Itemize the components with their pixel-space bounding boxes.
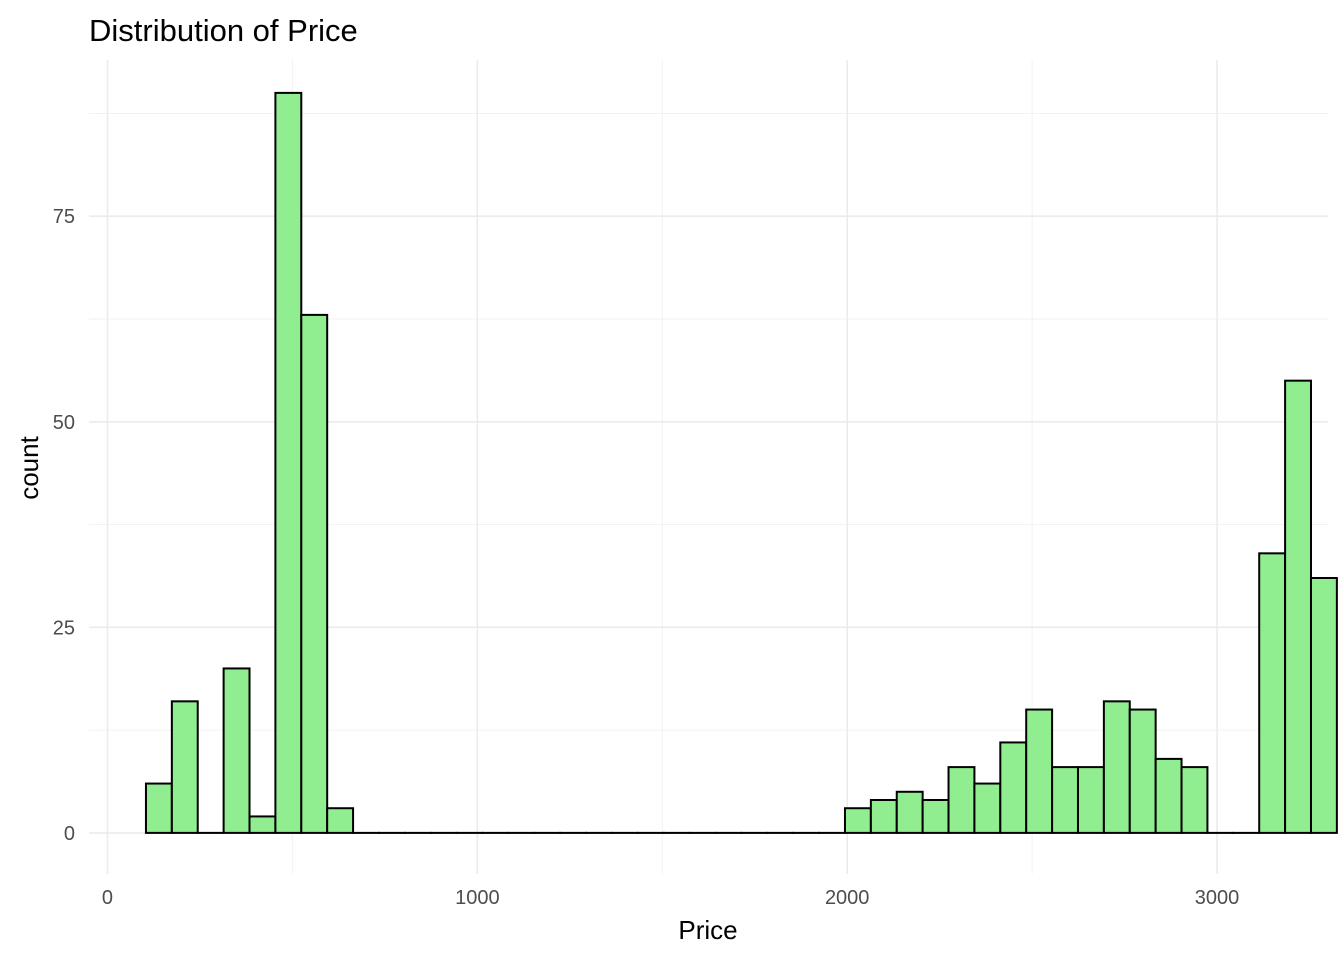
x-tick-label: 0	[102, 887, 113, 909]
histogram-bar	[843, 807, 872, 834]
histogram-bar	[248, 815, 277, 834]
histogram-bar	[895, 790, 924, 834]
histogram-bar	[222, 667, 251, 834]
histogram-bar	[1076, 766, 1105, 834]
x-tick-label: 1000	[455, 887, 500, 909]
histogram-bar	[170, 700, 199, 834]
histogram-bar	[1051, 766, 1079, 834]
histogram-bar	[300, 313, 329, 834]
histogram-bar	[1180, 766, 1209, 834]
x-tick-label: 3000	[1195, 887, 1240, 909]
histogram-bar	[1258, 552, 1287, 834]
histogram-bar	[144, 782, 173, 834]
histogram-bar	[1128, 708, 1157, 834]
tick-labels: 0 1000 2000 3000 0 25 50 75	[53, 206, 1240, 909]
histogram-bar	[973, 782, 1002, 834]
y-tick-label: 75	[53, 206, 75, 228]
y-tick-label: 25	[53, 617, 75, 639]
y-tick-label: 0	[64, 823, 75, 845]
histogram-bar	[1309, 577, 1338, 834]
x-tick-label: 2000	[825, 887, 870, 909]
histogram-bars	[144, 91, 1338, 834]
y-axis-title: count	[14, 435, 44, 499]
histogram-bar	[1154, 757, 1183, 834]
x-axis-title: Price	[678, 915, 737, 945]
histogram-bar	[1025, 708, 1054, 834]
y-tick-label: 50	[53, 412, 75, 434]
histogram-bar	[921, 799, 950, 834]
histogram-bar	[326, 807, 355, 834]
histogram-bar	[1102, 700, 1131, 834]
chart-title: Distribution of Price	[89, 13, 358, 48]
histogram-bar	[869, 799, 898, 834]
histogram-bar	[947, 766, 976, 834]
histogram-bar	[274, 91, 303, 834]
histogram-bar	[999, 741, 1028, 834]
histogram-bar	[1284, 379, 1312, 834]
